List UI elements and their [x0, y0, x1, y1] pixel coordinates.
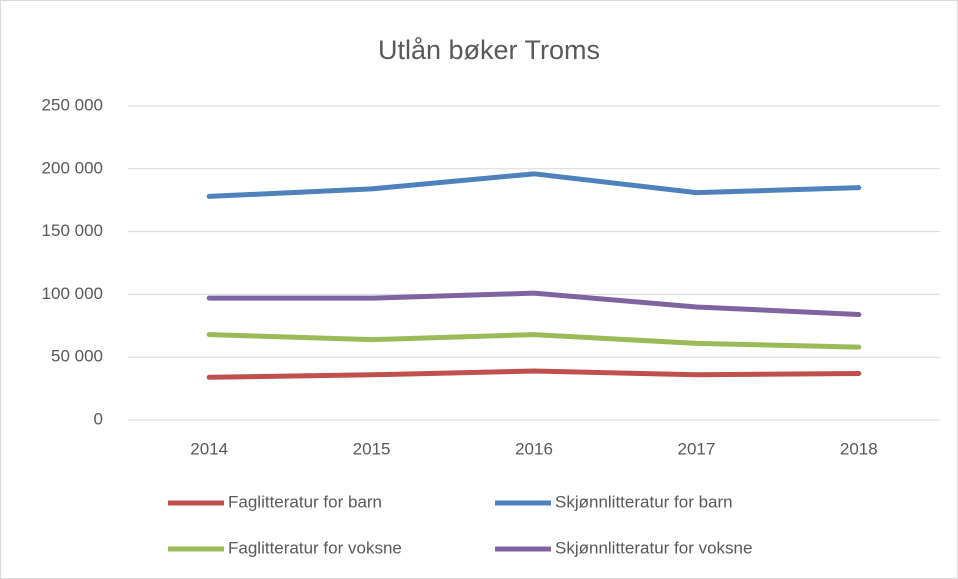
- series-line: [206, 368, 862, 380]
- x-tick-label: 2015: [353, 439, 391, 458]
- legend-label: Faglitteratur for voksne: [228, 538, 402, 557]
- series-line: [206, 171, 862, 199]
- y-tick-label: 250 000: [42, 95, 103, 114]
- x-tick-label: 2018: [840, 439, 878, 458]
- legend-label: Skjønnlitteratur for voksne: [555, 538, 752, 557]
- series-line: [206, 332, 862, 350]
- series-line: [206, 290, 862, 317]
- x-tick-label: 2016: [515, 439, 553, 458]
- y-tick-label: 200 000: [42, 158, 103, 177]
- x-tick-label: 2017: [677, 439, 715, 458]
- chart-title: Utlån bøker Troms: [378, 35, 600, 65]
- legend-label: Faglitteratur for barn: [228, 492, 382, 511]
- x-tick-label: 2014: [190, 439, 228, 458]
- legend-label: Skjønnlitteratur for barn: [555, 492, 733, 511]
- y-tick-label: 0: [94, 409, 103, 428]
- y-tick-label: 150 000: [42, 221, 103, 240]
- y-tick-label: 50 000: [51, 347, 103, 366]
- y-tick-label: 100 000: [42, 284, 103, 303]
